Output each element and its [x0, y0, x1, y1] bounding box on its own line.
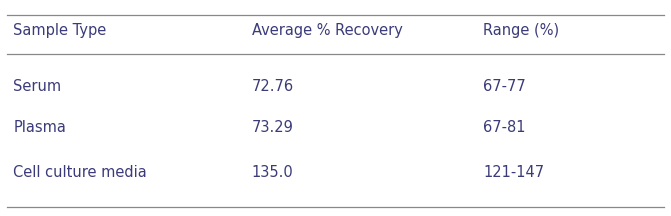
Text: Sample Type: Sample Type — [13, 23, 107, 38]
Text: 67-77: 67-77 — [483, 79, 526, 94]
Text: Average % Recovery: Average % Recovery — [252, 23, 403, 38]
Text: Range (%): Range (%) — [483, 23, 559, 38]
Text: 73.29: 73.29 — [252, 120, 293, 135]
Text: Plasma: Plasma — [13, 120, 66, 135]
Text: 67-81: 67-81 — [483, 120, 525, 135]
Text: 72.76: 72.76 — [252, 79, 294, 94]
Text: Serum: Serum — [13, 79, 62, 94]
Text: 121-147: 121-147 — [483, 165, 544, 180]
Text: Cell culture media: Cell culture media — [13, 165, 147, 180]
Text: 135.0: 135.0 — [252, 165, 293, 180]
